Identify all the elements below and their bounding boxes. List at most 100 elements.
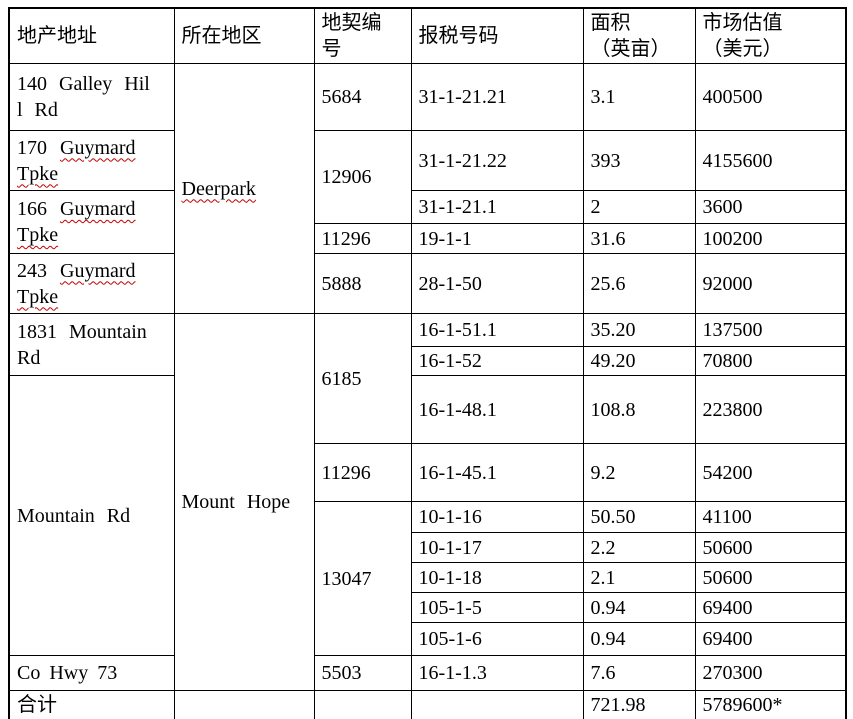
area-cell: 25.6 (582, 253, 696, 314)
area-cell: 2 (582, 190, 696, 224)
tax-cell: 105-1-5 (410, 592, 584, 623)
value-cell: 69400 (694, 592, 847, 623)
area-cell: 0.94 (582, 592, 696, 623)
area-cell: 108.8 (582, 375, 696, 444)
street-suffix: Tpke (17, 285, 59, 308)
tax-cell: 16-1-48.1 (410, 375, 584, 444)
region-cell-mount-hope: Mount Hope (173, 313, 315, 691)
value-cell: 92000 (694, 253, 847, 314)
area-cell: 2.1 (582, 562, 696, 593)
address-cell-co-hwy-73: Co Hwy 73 (8, 655, 175, 691)
deed-cell: 6185 (313, 313, 412, 444)
tax-cell: 16-1-52 (410, 346, 584, 376)
street-number: 166 (17, 198, 47, 220)
table-row: 11296 16-1-45.1 9.2 54200 (9, 443, 847, 502)
header-row: 地产地址 所在地区 地契编 号 报税号码 面积 （英亩） 市场估值 （美元） (8, 7, 847, 64)
area-cell: 7.6 (582, 655, 696, 691)
value-cell: 50600 (694, 562, 847, 593)
table-row: Mountain Rd 16-1-48.1 108.8 223800 (8, 375, 847, 656)
area-cell: 49.20 (582, 346, 696, 376)
totals-row: 合计 721.98 5789600* (8, 690, 847, 719)
address-line: Tpke (17, 222, 167, 248)
tax-cell: 105-1-6 (410, 622, 584, 656)
table-row: Co Hwy 73 5503 16-1-1.3 7.6 270300 (8, 655, 847, 691)
value-cell: 137500 (694, 313, 847, 347)
address-cell-166-guymard-tpke: 166 Guymard Tpke (8, 190, 175, 254)
address-cell-170-guymard-tpke: 170 Guymard Tpke (8, 130, 175, 191)
value-cell: 70800 (694, 346, 847, 376)
tax-cell: 10-1-16 (410, 501, 584, 533)
value-cell: 270300 (694, 655, 847, 691)
table-row: 105-1-5 0.94 69400 (9, 592, 847, 623)
tax-cell: 31-1-21.1 (410, 190, 584, 224)
area-cell: 50.50 (582, 501, 696, 533)
area-cell: 9.2 (582, 443, 696, 502)
deed-cell: 12906 (313, 130, 412, 224)
street-number: 170 (17, 136, 47, 159)
street-suffix: Tpke (17, 224, 59, 246)
address-line: 243 Guymard (17, 258, 167, 284)
table-row: 105-1-6 0.94 69400 (9, 622, 847, 656)
address-line: Tpke (17, 161, 167, 187)
tax-cell: 31-1-21.22 (410, 130, 584, 191)
header-tax-id: 报税号码 (410, 7, 584, 64)
value-cell: 100200 (694, 223, 847, 254)
tax-cell: 16-1-45.1 (410, 443, 584, 502)
table-row: 10-1-17 2.2 50600 (9, 532, 847, 563)
empty-region-cell (173, 690, 315, 719)
table-row: 243 Guymard Tpke 5888 28-1-50 25.6 92000 (8, 253, 847, 314)
tax-cell: 10-1-18 (410, 562, 584, 593)
street-name: Guymard (60, 136, 136, 159)
table-row: 1831 Mountain Rd Mount Hope 6185 16-1-51… (8, 313, 847, 691)
header-market-value: 市场估值 （美元） (694, 7, 847, 64)
tax-cell: 19-1-1 (410, 223, 584, 254)
value-cell: 69400 (694, 622, 847, 656)
table-row: 10-1-18 2.1 50600 (9, 562, 847, 593)
tax-cell: 16-1-51.1 (410, 313, 584, 347)
area-cell: 2.2 (582, 532, 696, 563)
area-cell: 0.94 (582, 622, 696, 656)
tax-cell: 10-1-17 (410, 532, 584, 563)
total-area-cell: 721.98 (582, 690, 696, 719)
deed-cell: 11296 (313, 223, 412, 254)
value-cell: 4155600 (694, 130, 847, 191)
total-label-cell: 合计 (8, 690, 175, 719)
value-cell: 400500 (694, 63, 847, 131)
header-deed-number: 地契编 号 (313, 7, 412, 64)
address-cell-mountain-rd: Mountain Rd (8, 375, 175, 656)
table-row: 11296 19-1-1 31.6 100200 (9, 223, 847, 254)
address-cell-140-galley-hill-rd: 140 Galley Hil l Rd (8, 63, 175, 131)
area-cell: 31.6 (582, 223, 696, 254)
empty-tax-cell (410, 690, 584, 719)
region-cell-deerpark: Deerpark (173, 63, 315, 314)
empty-deed-cell (313, 690, 412, 719)
deed-cell: 5888 (313, 253, 412, 314)
property-table: 地产地址 所在地区 地契编 号 报税号码 面积 （英亩） 市场估值 （美元） 1… (8, 7, 847, 719)
deed-cell: 5684 (313, 63, 412, 131)
deed-cell: 11296 (313, 443, 412, 502)
total-value-cell: 5789600* (694, 690, 847, 719)
header-address: 地产地址 (8, 7, 175, 64)
street-name: Guymard (60, 259, 136, 282)
deed-cell: 13047 (313, 501, 412, 656)
table-row: 13047 10-1-16 50.50 41100 (9, 501, 847, 656)
area-cell: 35.20 (582, 313, 696, 347)
table-row: 140 Galley Hil l Rd Deerpark 5684 31-1-2… (8, 63, 847, 314)
value-cell: 3600 (694, 190, 847, 224)
region-label: Deerpark (181, 177, 256, 200)
address-cell-243-guymard-tpke: 243 Guymard Tpke (8, 253, 175, 314)
tax-cell: 31-1-21.21 (410, 63, 584, 131)
table-row: 166 Guymard Tpke 31-1-21.1 2 3600 (8, 190, 847, 254)
header-area: 面积 （英亩） (582, 7, 696, 64)
value-cell: 41100 (694, 501, 847, 533)
address-line: Tpke (17, 284, 167, 310)
value-cell: 50600 (694, 532, 847, 563)
value-cell: 54200 (694, 443, 847, 502)
tax-cell: 16-1-1.3 (410, 655, 584, 691)
address-line: 170 Guymard (17, 135, 167, 161)
street-number: 243 (17, 259, 47, 282)
area-cell: 3.1 (582, 63, 696, 131)
area-cell: 393 (582, 130, 696, 191)
header-region: 所在地区 (173, 7, 315, 64)
